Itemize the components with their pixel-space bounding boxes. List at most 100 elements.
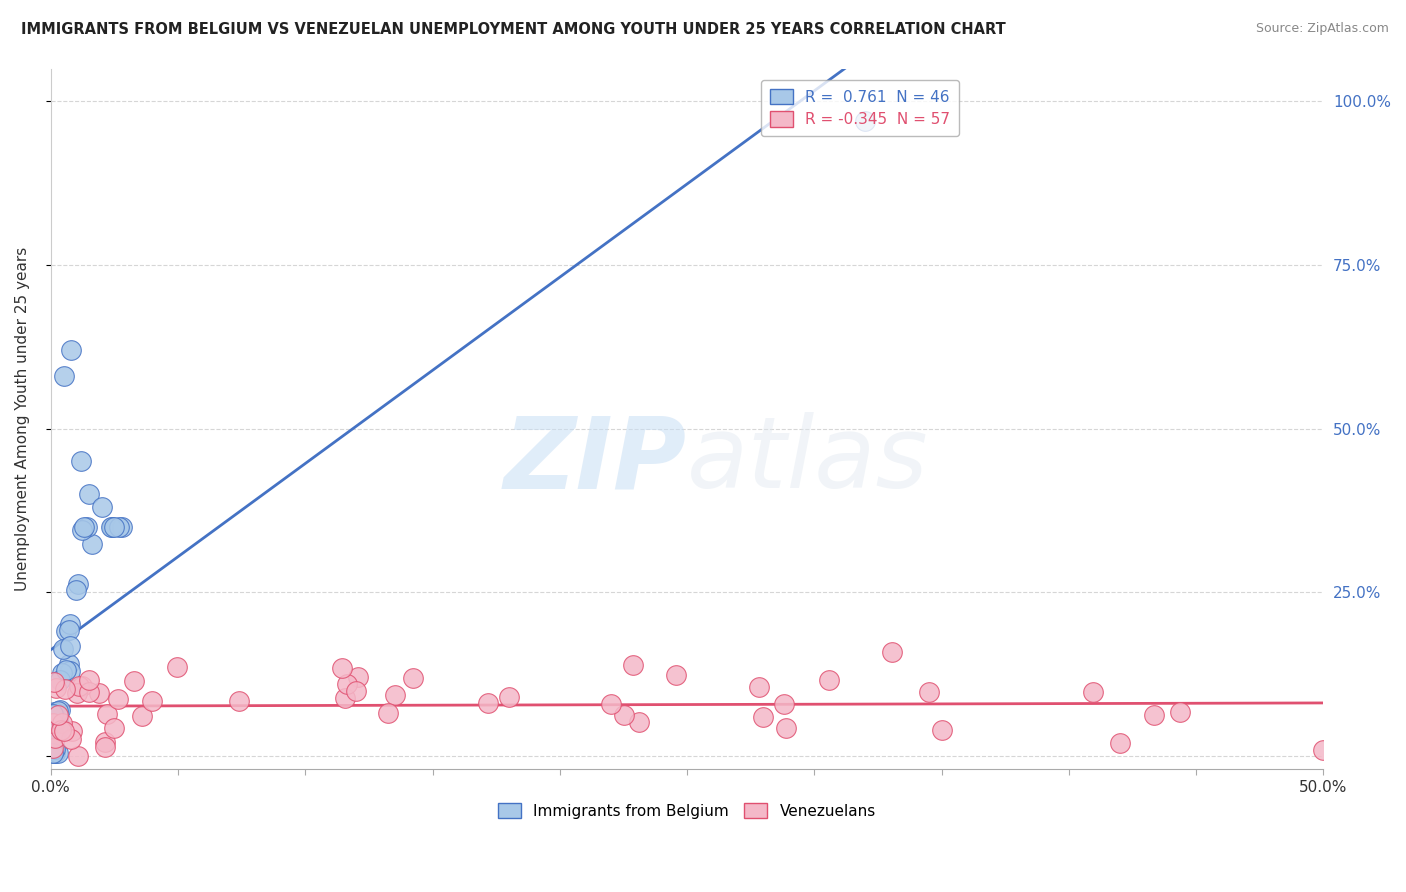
Point [80, 537, 103, 551]
Point [42, 746, 65, 760]
Point [880, 645, 903, 659]
Point [42, 707, 65, 722]
Point [67, 679, 90, 693]
Point [1312, 742, 1334, 756]
Point [46, 714, 69, 728]
Point [51, 716, 73, 731]
Point [477, 696, 499, 710]
Point [79, 685, 101, 699]
Point [58, 657, 80, 672]
Point [59, 616, 82, 631]
Point [94, 734, 117, 748]
Point [918, 684, 941, 698]
Point [748, 680, 770, 694]
Point [53, 681, 76, 696]
Point [228, 694, 250, 708]
Point [73, 520, 96, 534]
Point [101, 520, 124, 534]
Point [498, 690, 520, 705]
Point [60, 724, 83, 739]
Point [1083, 685, 1105, 699]
Point [44, 746, 66, 760]
Point [46, 746, 69, 760]
Point [49, 723, 72, 737]
Point [45, 681, 67, 695]
Text: atlas: atlas [688, 412, 929, 509]
Point [818, 673, 841, 688]
Point [628, 715, 651, 730]
Point [347, 669, 370, 683]
Point [42, 706, 65, 721]
Point [1143, 707, 1166, 722]
Point [141, 694, 163, 708]
Point [384, 688, 406, 702]
Point [402, 671, 425, 685]
Y-axis label: Unemployment Among Youth under 25 years: Unemployment Among Youth under 25 years [15, 247, 30, 591]
Point [131, 709, 153, 723]
Point [332, 661, 354, 675]
Point [42, 714, 65, 728]
Point [77, 487, 100, 501]
Point [599, 697, 621, 711]
Point [931, 723, 953, 737]
Point [613, 708, 636, 723]
Point [70, 524, 93, 538]
Point [107, 691, 129, 706]
Point [46, 708, 69, 723]
Point [773, 697, 796, 711]
Point [42, 727, 65, 741]
Point [87, 686, 110, 700]
Point [42, 675, 65, 690]
Point [49, 704, 72, 718]
Point [44, 741, 66, 756]
Point [76, 520, 98, 534]
Point [70, 454, 93, 468]
Point [1108, 736, 1130, 750]
Point [665, 668, 688, 682]
Legend: Immigrants from Belgium, Venezuelans: Immigrants from Belgium, Venezuelans [492, 797, 882, 825]
Point [65, 582, 87, 597]
Point [103, 520, 125, 534]
Point [44, 742, 66, 756]
Text: IMMIGRANTS FROM BELGIUM VS VENEZUELAN UNEMPLOYMENT AMONG YOUTH UNDER 25 YEARS CO: IMMIGRANTS FROM BELGIUM VS VENEZUELAN UN… [21, 22, 1005, 37]
Point [52, 369, 75, 384]
Point [44, 746, 66, 760]
Point [44, 731, 66, 746]
Point [42, 715, 65, 730]
Point [42, 740, 65, 755]
Text: ZIP: ZIP [505, 412, 688, 509]
Point [775, 722, 797, 736]
Point [100, 520, 122, 534]
Point [108, 520, 131, 534]
Point [46, 722, 69, 736]
Point [51, 666, 73, 681]
Point [52, 723, 75, 738]
Point [333, 690, 356, 705]
Point [93, 739, 115, 754]
Point [90, 500, 112, 515]
Point [72, 679, 94, 693]
Point [59, 639, 82, 653]
Point [621, 657, 644, 672]
Point [77, 673, 100, 687]
Point [55, 663, 77, 677]
Point [377, 706, 399, 720]
Point [59, 731, 82, 746]
Point [55, 624, 77, 638]
Text: Source: ZipAtlas.com: Source: ZipAtlas.com [1256, 22, 1389, 36]
Point [66, 686, 89, 700]
Point [853, 114, 876, 128]
Point [46, 704, 69, 718]
Point [49, 673, 72, 688]
Point [344, 683, 367, 698]
Point [58, 623, 80, 637]
Point [60, 343, 83, 358]
Point [752, 710, 775, 724]
Point [96, 706, 118, 721]
Point [58, 664, 80, 678]
Point [44, 730, 66, 744]
Point [52, 642, 75, 657]
Point [103, 721, 125, 735]
Point [122, 674, 145, 689]
Point [111, 520, 134, 534]
